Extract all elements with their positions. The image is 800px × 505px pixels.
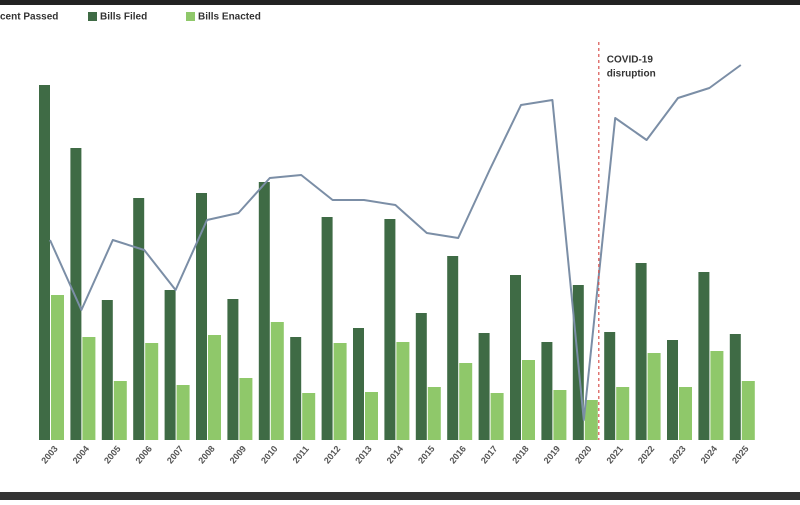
x-tick-label: 2021 xyxy=(604,444,625,466)
x-tick-label: 2014 xyxy=(385,444,406,466)
bar xyxy=(365,392,378,440)
bar xyxy=(510,275,521,440)
bar xyxy=(698,272,710,440)
bar xyxy=(290,337,302,440)
x-tick-label: 2003 xyxy=(39,444,60,466)
bar xyxy=(616,387,630,440)
bar xyxy=(553,390,567,440)
bar xyxy=(459,363,473,440)
bar xyxy=(427,387,441,440)
x-tick-label: 2009 xyxy=(228,444,249,466)
bar xyxy=(415,313,427,440)
bar xyxy=(133,198,145,440)
bar xyxy=(635,263,647,440)
x-tick-label: 2015 xyxy=(416,444,437,466)
bar xyxy=(239,378,253,440)
bar xyxy=(51,295,64,440)
bar xyxy=(321,217,333,440)
bar xyxy=(679,387,692,440)
top-border xyxy=(0,0,800,5)
x-tick-label: 2016 xyxy=(447,444,468,466)
bar xyxy=(353,328,364,440)
x-tick-label: 2012 xyxy=(322,444,343,466)
x-tick-label: 2024 xyxy=(699,444,720,466)
bar xyxy=(584,400,598,440)
bar xyxy=(101,300,113,440)
x-tick-label: 2008 xyxy=(196,444,217,466)
x-tick-label: 2025 xyxy=(730,444,751,466)
x-tick-label: 2022 xyxy=(636,444,657,466)
bar xyxy=(113,381,127,440)
x-tick-label: 2013 xyxy=(353,444,374,466)
x-tick-label: 2006 xyxy=(133,444,154,466)
bar xyxy=(333,343,347,440)
bar xyxy=(302,393,316,440)
bar xyxy=(145,343,159,440)
x-tick-label: 2020 xyxy=(573,444,594,466)
bar xyxy=(208,335,221,440)
bar xyxy=(490,393,504,440)
bar xyxy=(478,333,490,440)
legend-swatch xyxy=(88,12,97,21)
x-tick-label: 2004 xyxy=(71,444,92,466)
legend-label: Bills Enacted xyxy=(198,12,261,23)
bar xyxy=(258,182,270,440)
bar xyxy=(227,299,239,440)
annotation: disruption xyxy=(607,69,656,80)
bar xyxy=(729,334,741,440)
bar xyxy=(196,193,207,440)
x-tick-label: 2010 xyxy=(259,444,280,466)
line xyxy=(49,64,742,421)
bar xyxy=(522,360,535,440)
x-tick-label: 2011 xyxy=(291,444,311,465)
bar xyxy=(741,381,755,440)
annotation: COVID-19 xyxy=(607,55,654,66)
bar xyxy=(384,219,396,440)
x-tick-label: 2007 xyxy=(165,444,186,466)
legend-label: Bills Filed xyxy=(100,12,147,23)
x-tick-label: 2017 xyxy=(479,444,500,466)
legend-label: cent Passed xyxy=(0,12,58,23)
bar xyxy=(647,353,661,440)
x-tick-label: 2023 xyxy=(667,444,688,466)
bar xyxy=(164,290,176,440)
bar xyxy=(667,340,678,440)
bar xyxy=(176,385,190,440)
x-tick-label: 2018 xyxy=(510,444,531,466)
bar xyxy=(39,85,50,440)
x-tick-label: 2019 xyxy=(542,444,563,466)
bottom-border xyxy=(0,492,800,500)
bar xyxy=(604,332,616,440)
legend: cent Passed Bills Filed Bills Enacted xyxy=(0,12,261,23)
bar xyxy=(270,322,284,440)
x-tick-label: 2005 xyxy=(102,444,123,466)
bar xyxy=(396,342,410,440)
bar xyxy=(82,337,96,440)
bar xyxy=(710,351,724,440)
legend-swatch xyxy=(186,12,195,21)
bar xyxy=(541,342,553,440)
bar xyxy=(70,148,82,440)
bar xyxy=(447,256,459,440)
